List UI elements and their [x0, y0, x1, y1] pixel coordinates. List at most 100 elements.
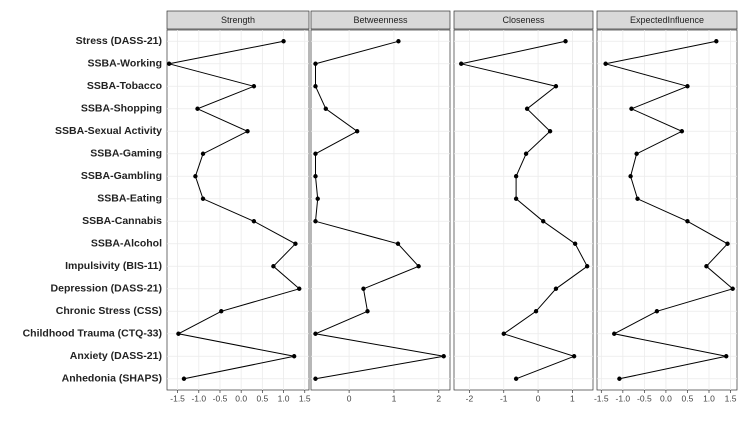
- point: [459, 61, 464, 66]
- panel-title: Betweenness: [353, 15, 408, 25]
- category-label: Impulsivity (BIS-11): [65, 260, 162, 272]
- point: [513, 376, 519, 381]
- panel: [596, 29, 738, 391]
- panel: [453, 29, 594, 391]
- category-label: SSBA-Alcohol: [91, 238, 162, 250]
- point: [293, 241, 298, 246]
- point: [291, 354, 297, 359]
- point: [313, 61, 318, 66]
- panel-title: Closeness: [502, 15, 545, 25]
- point: [563, 39, 568, 44]
- point: [547, 129, 553, 134]
- point: [361, 286, 366, 291]
- point: [200, 151, 206, 156]
- strip: [453, 10, 594, 30]
- x-tick-label: 0: [347, 393, 352, 403]
- point: [533, 309, 539, 314]
- point: [572, 241, 578, 246]
- series-line: [461, 40, 588, 380]
- point: [313, 376, 318, 381]
- point: [416, 264, 421, 269]
- point: [313, 151, 318, 156]
- point: [251, 84, 257, 89]
- x-tick-label: -1.0: [616, 393, 631, 403]
- point: [612, 331, 617, 336]
- point: [176, 331, 181, 336]
- point: [297, 286, 302, 291]
- point: [513, 196, 519, 201]
- point: [219, 309, 224, 314]
- category-label: Stress (DASS-21): [76, 35, 162, 47]
- x-tick-label: 0.0: [235, 393, 247, 403]
- series-line: [605, 40, 734, 380]
- point: [166, 61, 172, 66]
- point: [313, 331, 318, 336]
- category-label: SSBA-Gaming: [90, 148, 162, 160]
- point: [654, 309, 660, 314]
- point: [714, 39, 719, 44]
- point: [245, 129, 250, 134]
- point: [395, 241, 401, 246]
- point: [251, 219, 257, 224]
- point: [629, 106, 634, 111]
- panel: [310, 29, 451, 391]
- point: [725, 241, 730, 246]
- category-label: Anhedonia (SHAPS): [62, 373, 162, 385]
- point: [524, 106, 530, 111]
- point: [685, 219, 690, 224]
- strip: [596, 10, 738, 30]
- point: [181, 376, 187, 381]
- point: [584, 264, 590, 269]
- point: [541, 219, 546, 224]
- x-tick-label: 1.5: [299, 393, 311, 403]
- point: [704, 264, 709, 269]
- point: [200, 196, 206, 201]
- x-tick-label: 2: [436, 393, 441, 403]
- x-tick-label: 1: [392, 393, 397, 403]
- x-tick-label: 1.0: [703, 393, 715, 403]
- category-label: SSBA-Cannabis: [82, 215, 162, 227]
- category-label: Childhood Trauma (CTQ-33): [23, 328, 162, 340]
- strip: [166, 10, 310, 30]
- point: [553, 84, 559, 89]
- category-label: SSBA-Sexual Activity: [55, 125, 162, 137]
- category-label: SSBA-Gambling: [81, 170, 162, 182]
- point: [634, 151, 639, 156]
- strip: [310, 10, 451, 30]
- x-tick-label: 0: [536, 393, 541, 403]
- point: [679, 129, 685, 134]
- point: [195, 106, 200, 111]
- panel-title: ExpectedInfluence: [630, 15, 704, 25]
- point: [617, 376, 622, 381]
- panel: [166, 29, 310, 391]
- category-label: SSBA-Eating: [97, 193, 162, 205]
- category-label: Anxiety (DASS-21): [70, 350, 162, 362]
- point: [730, 286, 735, 291]
- x-tick-label: -0.5: [637, 393, 652, 403]
- point: [313, 219, 318, 224]
- point: [635, 196, 640, 201]
- x-tick-label: 1: [570, 393, 575, 403]
- point: [724, 354, 729, 359]
- category-label: SSBA-Tobacco: [87, 80, 162, 92]
- x-tick-label: -1.5: [594, 393, 609, 403]
- series-line: [168, 40, 301, 380]
- point: [523, 151, 529, 156]
- panel-title: Strength: [221, 15, 255, 25]
- point: [193, 174, 198, 179]
- x-tick-label: 1.0: [278, 393, 290, 403]
- category-label: SSBA-Shopping: [81, 103, 162, 115]
- x-tick-label: -1.0: [191, 393, 206, 403]
- point: [553, 286, 559, 291]
- category-label: SSBA-Working: [88, 58, 162, 70]
- point: [396, 39, 401, 44]
- x-tick-label: 0.5: [682, 393, 694, 403]
- point: [685, 84, 690, 89]
- x-tick-label: -0.5: [213, 393, 228, 403]
- point: [441, 354, 446, 359]
- point: [313, 174, 318, 179]
- series-line: [313, 40, 444, 380]
- point: [354, 129, 360, 134]
- x-tick-label: 0.0: [660, 393, 672, 403]
